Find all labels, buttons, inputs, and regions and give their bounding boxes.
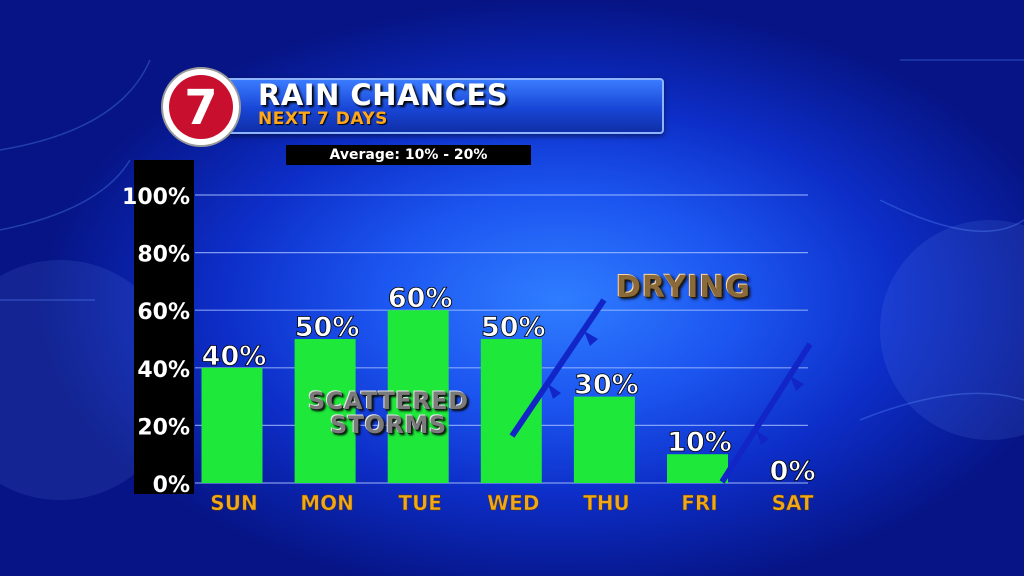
value-label: 10% — [667, 427, 732, 458]
bar — [667, 454, 728, 483]
bar — [573, 396, 635, 483]
front-line-1 — [509, 298, 607, 438]
bars — [201, 310, 728, 483]
chart-subtitle: NEXT 7 DAYS — [258, 109, 388, 129]
drying-label: DRYING — [616, 270, 751, 305]
value-label: 60% — [388, 283, 453, 314]
x-tick-label: FRI — [681, 491, 718, 515]
average-label: Average: 10% - 20% — [286, 145, 531, 165]
scattered-label-line1: SCATTERED — [308, 387, 469, 415]
bar — [294, 339, 356, 483]
x-tick-label: SUN — [210, 491, 257, 515]
y-tick-label: 60% — [137, 300, 190, 325]
x-tick-label: TUE — [398, 491, 442, 515]
y-tick-label: 20% — [137, 415, 190, 440]
channel-7-logo-icon: 7 — [161, 67, 241, 147]
front-line-2 — [719, 342, 813, 484]
y-axis-panel — [134, 160, 194, 494]
y-tick-labels: 0% 20% 40% 60% 80% 100% — [122, 185, 190, 498]
y-tick-label: 100% — [122, 185, 190, 210]
bar — [387, 310, 449, 483]
x-tick-label: MON — [300, 491, 354, 515]
front-barb — [548, 384, 561, 399]
scattered-storms-label: SCATTERED STORMS — [308, 389, 469, 437]
x-tick-labels: SUN MON TUE WED THU FRI SAT — [210, 491, 814, 516]
value-label: 30% — [574, 370, 639, 401]
scattered-label-line2: STORMS — [329, 411, 447, 439]
front-barb — [756, 430, 769, 445]
y-tick-label: 80% — [137, 243, 190, 268]
chart-title: RAIN CHANCES — [258, 78, 509, 112]
value-label: 50% — [295, 312, 360, 343]
bar — [480, 339, 542, 483]
logo-number: 7 — [184, 80, 217, 136]
front-barb — [790, 376, 804, 391]
value-label: 40% — [202, 341, 267, 372]
x-tick-label: SAT — [772, 491, 814, 515]
value-label: 50% — [481, 312, 546, 343]
bar — [201, 367, 263, 483]
header-banner — [210, 78, 664, 134]
x-tick-label: THU — [583, 491, 630, 515]
x-tick-label: WED — [487, 491, 539, 515]
fronts — [509, 298, 813, 484]
y-tick-label: 0% — [153, 473, 190, 498]
y-tick-label: 40% — [137, 358, 190, 383]
front-barb — [584, 331, 598, 346]
value-label: 0% — [770, 456, 816, 487]
value-labels: 40% 50% 60% 50% 30% 10% 0% — [201, 283, 816, 488]
